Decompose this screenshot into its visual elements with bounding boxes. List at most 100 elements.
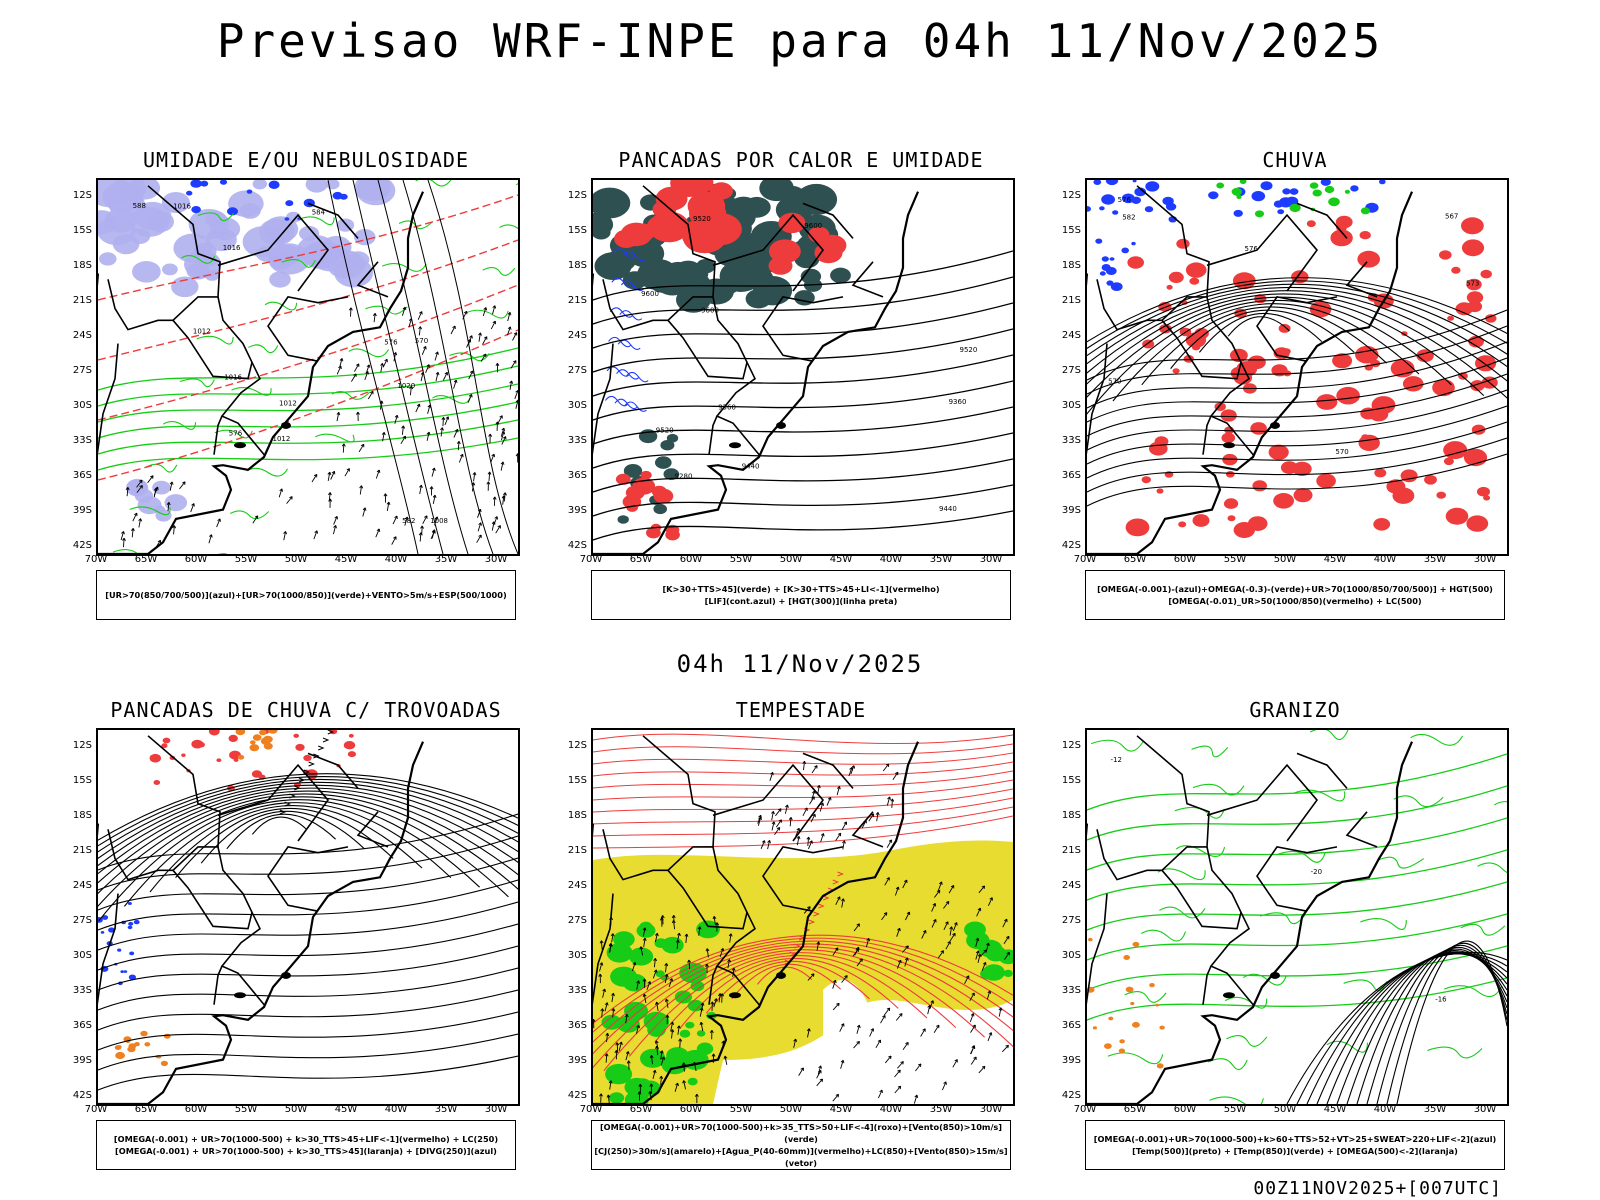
wind-vector [816, 1078, 823, 1087]
wind-vector [394, 415, 398, 424]
wind-vector [932, 903, 937, 907]
tempestade-border-6 [712, 763, 825, 842]
wind-vector [976, 907, 981, 917]
chuva-border-8 [1256, 296, 1338, 362]
granizo-lake-patos [1270, 971, 1280, 979]
chuva-lon-label: 45W [1323, 554, 1347, 565]
wind-vector [125, 487, 130, 491]
granizo-lat-label: 27S [1061, 915, 1081, 926]
wind-vector [440, 427, 443, 437]
tempestade-border-4 [708, 965, 718, 1005]
tempestade-lon-label: 30W [979, 1104, 1003, 1115]
wind-vector [941, 1081, 947, 1091]
wind-vector [625, 1051, 629, 1061]
omega-green-area [1289, 203, 1301, 213]
tempestade-lat-label: 42S [567, 1090, 587, 1101]
rain-area [1336, 386, 1360, 405]
thunder-red-area [295, 743, 305, 751]
rain-area [1335, 215, 1353, 229]
temp-500-contour [1376, 944, 1507, 1104]
wind-vector [970, 1056, 977, 1065]
wind-vector [940, 950, 944, 954]
thunder-red-area [162, 737, 171, 744]
omega-blue-area [1131, 196, 1141, 204]
wind-vector [868, 813, 875, 822]
chuva-border-7 [1296, 202, 1348, 239]
wind-vector [637, 1091, 642, 1095]
humidity-upper-area [134, 488, 154, 503]
thunder-red-area [303, 754, 312, 762]
temp-850-contour [1293, 789, 1346, 802]
wind-vector [832, 947, 839, 956]
wind-vector [514, 390, 518, 399]
wind-vector [477, 522, 482, 532]
rain-area [1386, 479, 1406, 494]
precipitable-water-contour [680, 957, 899, 1028]
omega-blue-area [1289, 188, 1299, 195]
pancadas-calor-lat-label: 12S [567, 190, 587, 201]
wind-vector [869, 1028, 874, 1037]
streamline [98, 813, 518, 871]
wind-vector [419, 532, 422, 542]
granizo-border-6 [1206, 763, 1319, 842]
wind-vector [497, 525, 501, 529]
pancadas-calor-lon-label: 30W [979, 554, 1003, 565]
wind-vector [674, 1082, 679, 1092]
wind-vector [628, 1060, 630, 1070]
pancadas-calor-lon-label: 35W [929, 554, 953, 565]
granizo-lat-label: 39S [1061, 1055, 1081, 1066]
temp-500-contour [1356, 948, 1507, 1104]
pancadas-calor-border-5 [593, 343, 614, 455]
thunder-orange-area [163, 1033, 171, 1039]
omega-blue-area [1106, 280, 1114, 286]
wind-vector [499, 415, 503, 419]
tempestade-lon-label: 60W [679, 1104, 703, 1115]
trovoadas-lat-label: 30S [72, 950, 92, 961]
wind-vector [507, 312, 511, 322]
wind-vector [922, 930, 927, 934]
divergence-area [117, 948, 122, 952]
wind-vector [885, 763, 890, 767]
wind-vector [342, 443, 345, 453]
contour-label: -16 [1435, 995, 1447, 1003]
wind-vector [501, 495, 506, 499]
granizo-lon-label: 55W [1223, 1104, 1247, 1115]
wind-vector [434, 516, 438, 526]
instability-green-area [623, 464, 643, 478]
divergence-area [128, 921, 134, 926]
wind-850-area [674, 990, 692, 1004]
wind-vector [848, 767, 853, 777]
wind-vector [604, 1053, 609, 1057]
wind-vector [208, 534, 212, 544]
umidade-lake-patos [281, 421, 291, 429]
wind-vector [605, 1053, 608, 1063]
wind-vector [509, 380, 513, 390]
precipitable-water-contour [593, 761, 1013, 777]
wind-vector [660, 1056, 665, 1066]
wind-vector [723, 1055, 728, 1059]
streamline [98, 793, 518, 895]
wind-vector [952, 932, 956, 937]
wind-vector [906, 911, 911, 916]
trovoadas-lon-label: 60W [184, 1104, 208, 1115]
thunder-red-area [293, 733, 299, 738]
thunder-red-area [197, 742, 205, 748]
wind-vector [134, 512, 138, 517]
height-500-contour [1087, 325, 1507, 395]
wind-vector [336, 365, 342, 375]
contour-label: 9440 [939, 505, 957, 513]
wind-vector [850, 765, 855, 775]
wind-vector [970, 1024, 976, 1033]
wind-vector [401, 425, 404, 435]
contour-label: 1012 [279, 400, 297, 408]
granizo-lat-label: 36S [1061, 1020, 1081, 1031]
wind-vector [491, 521, 495, 531]
wind-vector [882, 763, 890, 772]
tempestade-lake-mirim [729, 992, 741, 999]
umidade-lat-label: 30S [72, 400, 92, 411]
wind-vector [835, 896, 841, 906]
thunder-orange-area [237, 754, 245, 760]
chuva-lon-label: 35W [1423, 554, 1447, 565]
humidity-lower-contour [264, 301, 298, 311]
omega-orange-area [1132, 941, 1140, 947]
